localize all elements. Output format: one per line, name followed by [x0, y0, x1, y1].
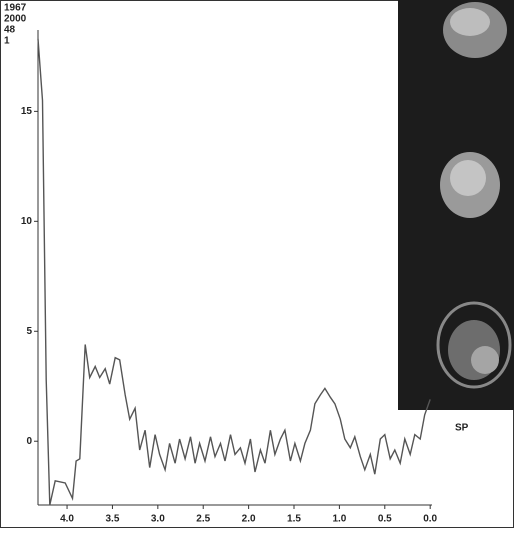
x-tick-label: 1.0	[332, 514, 346, 525]
x-tick-label: 1.5	[287, 514, 301, 525]
annotation: 48	[4, 25, 16, 36]
x-tick-label: 4.0	[60, 514, 74, 525]
x-tick-label: 2.5	[196, 514, 210, 525]
mri-panel	[398, 0, 514, 410]
annotation: 2000	[4, 14, 27, 25]
y-tick-label: 10	[21, 216, 33, 227]
x-tick-label: 0.0	[423, 514, 437, 525]
spectrum-label: SP	[455, 423, 469, 434]
x-tick-label: 3.0	[151, 514, 165, 525]
y-tick-label: 5	[26, 326, 32, 337]
x-tick-label: 3.5	[105, 514, 119, 525]
annotation: 1967	[4, 3, 27, 14]
x-tick-label: 0.5	[378, 514, 392, 525]
x-tick-label: 2.0	[242, 514, 256, 525]
y-tick-label: 0	[26, 436, 32, 447]
annotation: 1	[4, 36, 10, 47]
spectrum-line	[37, 38, 431, 506]
y-tick-label: 15	[21, 106, 33, 117]
